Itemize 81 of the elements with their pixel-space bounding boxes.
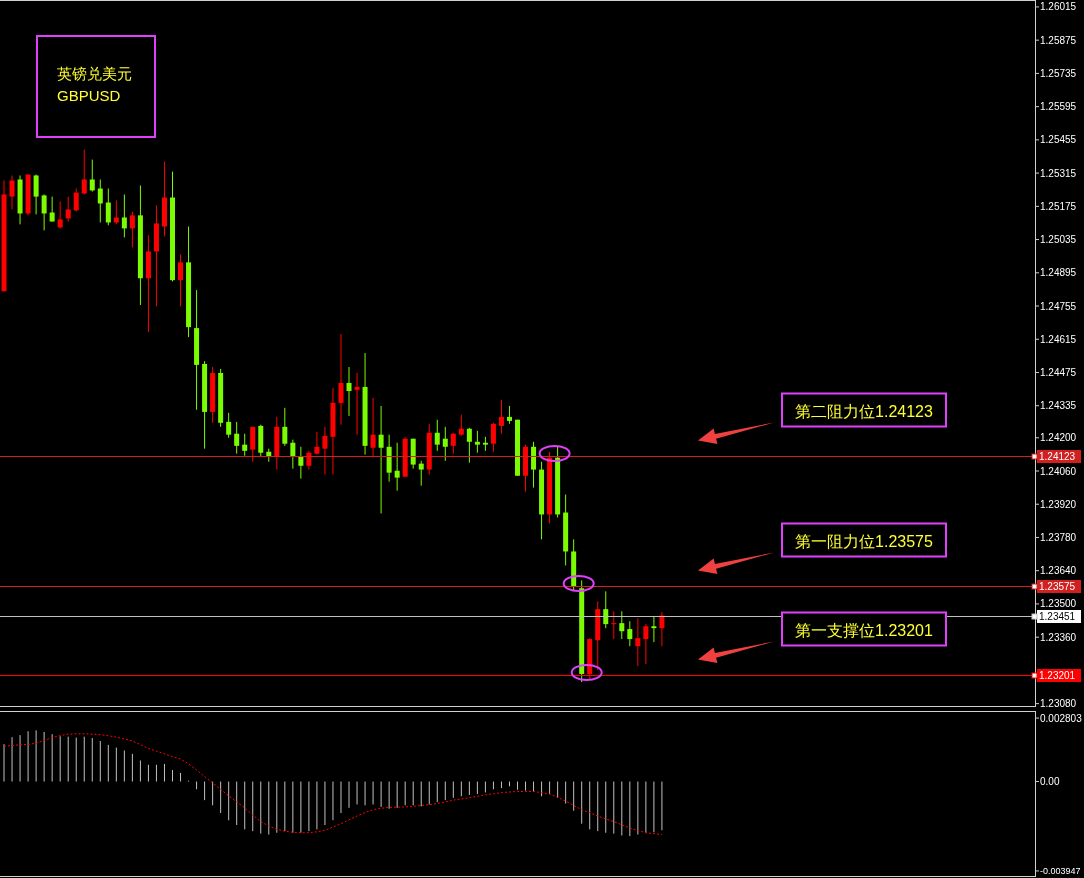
candlestick <box>121 193 127 238</box>
y-tick-label: 1.26015 <box>1040 1 1077 13</box>
candlestick <box>370 397 376 458</box>
candlestick <box>442 426 448 462</box>
y-tick-label: 1.24200 <box>1040 432 1077 444</box>
candlestick <box>466 427 472 464</box>
y-tick-label: 1.23360 <box>1040 631 1077 643</box>
candlestick <box>282 407 288 447</box>
candlestick <box>354 372 360 436</box>
candlestick <box>242 433 248 457</box>
y-tick-label: 1.25175 <box>1040 200 1077 212</box>
y-tick-label: 1.24335 <box>1040 400 1077 412</box>
ref-line-label: 第一支撑位1.23201 <box>795 621 934 639</box>
candlestick <box>65 196 71 223</box>
candlestick <box>378 405 384 514</box>
candlestick <box>603 590 609 629</box>
text: GBPUSD <box>57 87 121 104</box>
y-tick-label: -0.003947 <box>1040 865 1081 876</box>
candlestick <box>322 426 328 476</box>
y-tick-label: 1.23575 <box>1039 581 1076 592</box>
candlestick <box>113 199 119 225</box>
y-tick-label: 0.00 <box>1040 776 1060 788</box>
y-tick-label: 1.23920 <box>1040 498 1077 510</box>
y-tick-label: 1.24615 <box>1040 333 1077 345</box>
candlestick <box>234 421 240 455</box>
ref-line-label: 第一阻力位1.23575 <box>795 532 934 550</box>
candlestick <box>314 431 320 456</box>
y-tick-label: 1.23780 <box>1040 531 1077 543</box>
y-tick-label: 1.25315 <box>1040 167 1077 179</box>
candlestick <box>250 426 256 463</box>
candlestick <box>57 201 63 229</box>
candlestick <box>81 149 87 195</box>
text: 英镑兑美元 <box>57 65 132 82</box>
candlestick <box>627 620 633 647</box>
candlestick <box>635 617 641 667</box>
candlestick <box>89 159 95 193</box>
y-tick-label: 0.002803 <box>1040 712 1083 724</box>
y-tick-label: 1.23080 <box>1040 698 1077 710</box>
candlestick <box>73 188 79 213</box>
candlestick <box>226 412 232 439</box>
candlestick <box>474 430 480 454</box>
y-tick-label: 1.24060 <box>1040 465 1077 477</box>
y-tick-label: 1.25035 <box>1040 234 1077 246</box>
candlestick <box>498 399 504 435</box>
candlestick <box>418 460 424 487</box>
candlestick <box>458 414 464 437</box>
y-tick-label: 1.23640 <box>1040 565 1077 577</box>
y-tick-label: 1.25455 <box>1040 134 1077 146</box>
candlestick <box>643 623 649 665</box>
candlestick <box>9 174 15 210</box>
candlestick <box>619 610 625 640</box>
y-tick-label: 1.24123 <box>1039 451 1076 462</box>
candlestick <box>105 188 111 226</box>
y-tick-label: 1.24755 <box>1040 300 1077 312</box>
candlestick <box>651 615 657 643</box>
candlestick <box>531 441 537 489</box>
candlestick <box>290 439 296 470</box>
candlestick <box>611 610 617 640</box>
ref-line-label: 第二阻力位1.24123 <box>795 402 934 420</box>
candlestick <box>97 179 103 223</box>
y-tick-label: 1.24895 <box>1040 267 1077 279</box>
candlestick <box>346 366 352 417</box>
candlestick <box>298 446 304 480</box>
candlestick <box>450 432 456 455</box>
candlestick <box>129 211 135 248</box>
candlestick <box>49 196 55 223</box>
y-tick-label: 1.24475 <box>1040 366 1077 378</box>
candlestick <box>33 174 39 215</box>
y-tick-label: 1.23201 <box>1039 670 1076 681</box>
candlestick <box>178 253 184 307</box>
candlestick <box>490 422 496 453</box>
y-tick-label: 1.25735 <box>1040 67 1077 79</box>
y-tick-label: 1.25595 <box>1040 101 1077 113</box>
candlestick <box>434 419 440 452</box>
y-tick-label: 1.25875 <box>1040 34 1077 46</box>
y-tick-label: 1.23451 <box>1039 611 1076 622</box>
y-tick-label: 1.23500 <box>1040 598 1077 610</box>
line-series <box>3 733 663 836</box>
candlestick <box>394 442 400 492</box>
candlestick <box>338 333 344 426</box>
candlestick <box>41 193 47 231</box>
